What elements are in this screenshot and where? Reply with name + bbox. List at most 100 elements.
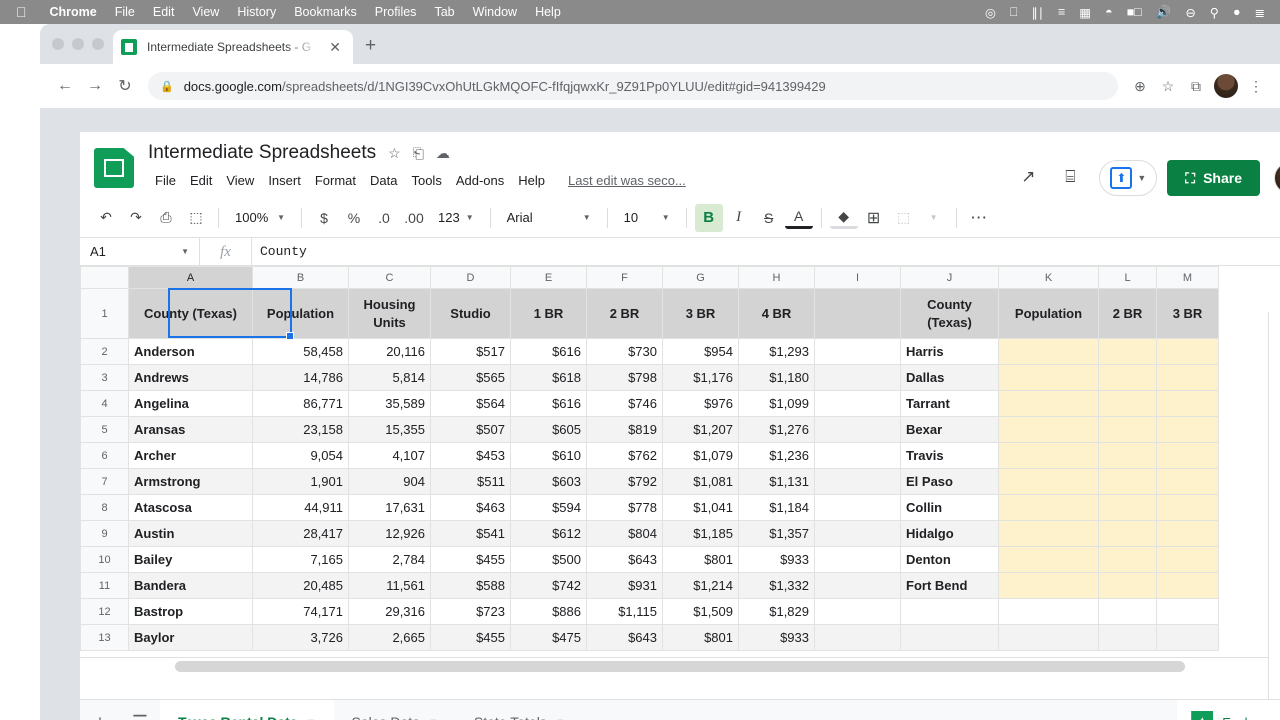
- back-icon[interactable]: ←: [57, 77, 73, 94]
- chevron-down-icon[interactable]: ▼: [556, 717, 565, 720]
- fill-color-button[interactable]: ◆: [829, 207, 858, 229]
- cell-M8[interactable]: [1156, 494, 1219, 521]
- cell-B2[interactable]: 58,458: [252, 338, 349, 365]
- cell-A3[interactable]: Andrews: [128, 364, 253, 391]
- paint-format-icon[interactable]: ⬚: [189, 209, 203, 225]
- undo-icon[interactable]: ↶: [100, 209, 112, 225]
- cell-I1[interactable]: [814, 288, 901, 339]
- chrome-menu-icon[interactable]: ⋮: [1249, 77, 1263, 94]
- browser-tab[interactable]: Intermediate Spreadsheets - G ✕: [113, 30, 353, 64]
- row-header-10[interactable]: 10: [80, 546, 129, 573]
- row-header-4[interactable]: 4: [80, 390, 129, 417]
- cell-J5[interactable]: Bexar: [900, 416, 999, 443]
- cell-M3[interactable]: [1156, 364, 1219, 391]
- cell-M11[interactable]: [1156, 572, 1219, 599]
- cell-A9[interactable]: Austin: [128, 520, 253, 547]
- cell-B12[interactable]: 74,171: [252, 598, 349, 625]
- menu-help[interactable]: Help: [518, 173, 545, 188]
- cell-C12[interactable]: 29,316: [348, 598, 431, 625]
- cell-L7[interactable]: [1098, 468, 1157, 495]
- screen-share-icon[interactable]: ⎕: [1009, 4, 1018, 19]
- cell-D13[interactable]: $455: [430, 624, 511, 651]
- cell-A7[interactable]: Armstrong: [128, 468, 253, 495]
- cell-H6[interactable]: $1,236: [738, 442, 815, 469]
- bookmark-star-icon[interactable]: ☆: [1161, 77, 1175, 94]
- cell-L4[interactable]: [1098, 390, 1157, 417]
- percent-format-button[interactable]: %: [347, 209, 361, 226]
- cell-B1[interactable]: Population: [252, 288, 349, 339]
- column-header-K[interactable]: K: [998, 266, 1099, 289]
- star-icon[interactable]: ☆: [388, 144, 401, 161]
- column-header-J[interactable]: J: [900, 266, 999, 289]
- cell-E10[interactable]: $500: [510, 546, 587, 573]
- column-header-H[interactable]: H: [738, 266, 815, 289]
- cell-L9[interactable]: [1098, 520, 1157, 547]
- cell-A6[interactable]: Archer: [128, 442, 253, 469]
- row-header-2[interactable]: 2: [80, 338, 129, 365]
- cell-J1[interactable]: County (Texas): [900, 288, 999, 339]
- cell-H5[interactable]: $1,276: [738, 416, 815, 443]
- cell-L6[interactable]: [1098, 442, 1157, 469]
- font-selector[interactable]: Arial ▼: [499, 204, 599, 232]
- cell-H9[interactable]: $1,357: [738, 520, 815, 547]
- cell-B3[interactable]: 14,786: [252, 364, 349, 391]
- cell-F12[interactable]: $1,115: [586, 598, 663, 625]
- cell-E3[interactable]: $618: [510, 364, 587, 391]
- cell-I12[interactable]: [814, 598, 901, 625]
- cell-C9[interactable]: 12,926: [348, 520, 431, 547]
- cell-H7[interactable]: $1,131: [738, 468, 815, 495]
- cell-C10[interactable]: 2,784: [348, 546, 431, 573]
- cell-G5[interactable]: $1,207: [662, 416, 739, 443]
- explore-button[interactable]: ✦ Explore: [1177, 699, 1280, 720]
- cell-C3[interactable]: 5,814: [348, 364, 431, 391]
- cell-B9[interactable]: 28,417: [252, 520, 349, 547]
- cell-K10[interactable]: [998, 546, 1099, 573]
- cell-D3[interactable]: $565: [430, 364, 511, 391]
- battery-icon[interactable]: ■□: [1126, 5, 1142, 19]
- borders-button[interactable]: ⊞: [866, 209, 881, 227]
- cell-L2[interactable]: [1098, 338, 1157, 365]
- trending-chart-icon[interactable]: ↗: [1021, 167, 1036, 186]
- volume-icon[interactable]: 🔊: [1155, 4, 1172, 19]
- print-icon[interactable]: ⎙: [160, 209, 172, 225]
- cell-G10[interactable]: $801: [662, 546, 739, 573]
- cell-F9[interactable]: $804: [586, 520, 663, 547]
- wifi-icon[interactable]: ◓: [1105, 5, 1113, 19]
- chevron-down-icon[interactable]: ▼: [1137, 173, 1147, 183]
- cell-E8[interactable]: $594: [510, 494, 587, 521]
- os-menu-history[interactable]: History: [226, 5, 276, 19]
- cell-I7[interactable]: [814, 468, 901, 495]
- cell-J12[interactable]: [900, 598, 999, 625]
- cell-E7[interactable]: $603: [510, 468, 587, 495]
- cell-I8[interactable]: [814, 494, 901, 521]
- cell-J3[interactable]: Dallas: [900, 364, 999, 391]
- cell-K11[interactable]: [998, 572, 1099, 599]
- apple-icon[interactable]: : [16, 5, 27, 19]
- drive-sync-icon[interactable]: ☁: [435, 144, 450, 161]
- cell-F7[interactable]: $792: [586, 468, 663, 495]
- cell-K8[interactable]: [998, 494, 1099, 521]
- os-menu-profiles[interactable]: Profiles: [364, 5, 417, 19]
- os-menu-tab[interactable]: Tab: [423, 5, 454, 19]
- close-window-button[interactable]: [52, 38, 64, 50]
- cell-J8[interactable]: Collin: [900, 494, 999, 521]
- cell-L12[interactable]: [1098, 598, 1157, 625]
- cell-B11[interactable]: 20,485: [252, 572, 349, 599]
- horizontal-scrollbar-track[interactable]: [130, 661, 1280, 672]
- os-menu-view[interactable]: View: [181, 5, 219, 19]
- cell-E4[interactable]: $616: [510, 390, 587, 417]
- cell-B4[interactable]: 86,771: [252, 390, 349, 417]
- select-all-corner[interactable]: [80, 266, 129, 289]
- cell-K13[interactable]: [998, 624, 1099, 651]
- row-header-6[interactable]: 6: [80, 442, 129, 469]
- font-size-selector[interactable]: 10 ▼: [616, 204, 678, 232]
- cell-M4[interactable]: [1156, 390, 1219, 417]
- cell-A8[interactable]: Atascosa: [128, 494, 253, 521]
- present-button[interactable]: ⬆ ▼: [1099, 160, 1158, 196]
- horizontal-scrollbar-thumb[interactable]: [175, 661, 1185, 672]
- cell-G12[interactable]: $1,509: [662, 598, 739, 625]
- cell-M13[interactable]: [1156, 624, 1219, 651]
- row-header-8[interactable]: 8: [80, 494, 129, 521]
- cell-J6[interactable]: Travis: [900, 442, 999, 469]
- cell-A5[interactable]: Aransas: [128, 416, 253, 443]
